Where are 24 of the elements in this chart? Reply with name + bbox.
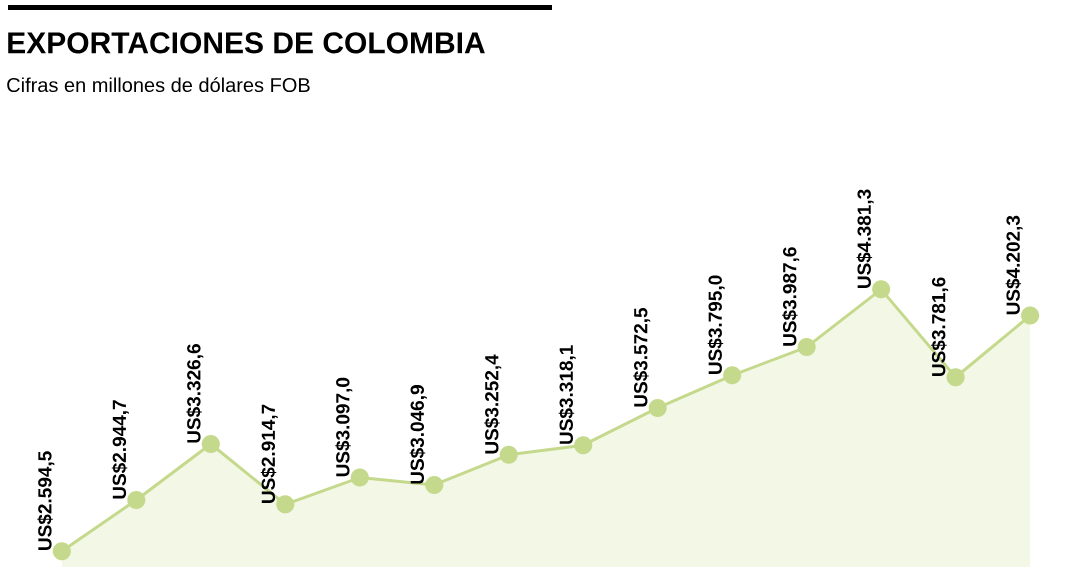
- data-label: US$3.046,9: [409, 385, 427, 484]
- point: [127, 490, 146, 509]
- point: [276, 495, 295, 514]
- point: [723, 366, 742, 385]
- chart-title: EXPORTACIONES DE COLOMBIA: [8, 32, 485, 54]
- data-label: US$3.252,4: [484, 354, 502, 454]
- data-label: US$4.202,3: [1005, 215, 1023, 315]
- data-label: US$3.318,1: [558, 345, 576, 444]
- point: [574, 436, 593, 455]
- point: [1021, 306, 1040, 325]
- data-label: US$3.326,6: [186, 344, 204, 443]
- data-label: US$2.594,5: [37, 451, 55, 550]
- data-label: US$3.572,5: [633, 307, 651, 407]
- chart-subtitle: Cifras en millones de dólares FOB: [7, 77, 310, 93]
- data-label: US$3.987,6: [782, 247, 800, 346]
- point: [425, 475, 444, 495]
- data-label: US$4.381,3: [856, 189, 874, 289]
- data-label: US$2.914,7: [260, 404, 278, 503]
- data-label: US$3.097,0: [335, 377, 353, 477]
- data-label: US$2.944,7: [111, 400, 129, 499]
- point: [946, 368, 965, 387]
- data-label: US$3.795,0: [707, 275, 725, 374]
- data-label: US$3.781,6: [931, 277, 949, 376]
- point: [872, 280, 891, 299]
